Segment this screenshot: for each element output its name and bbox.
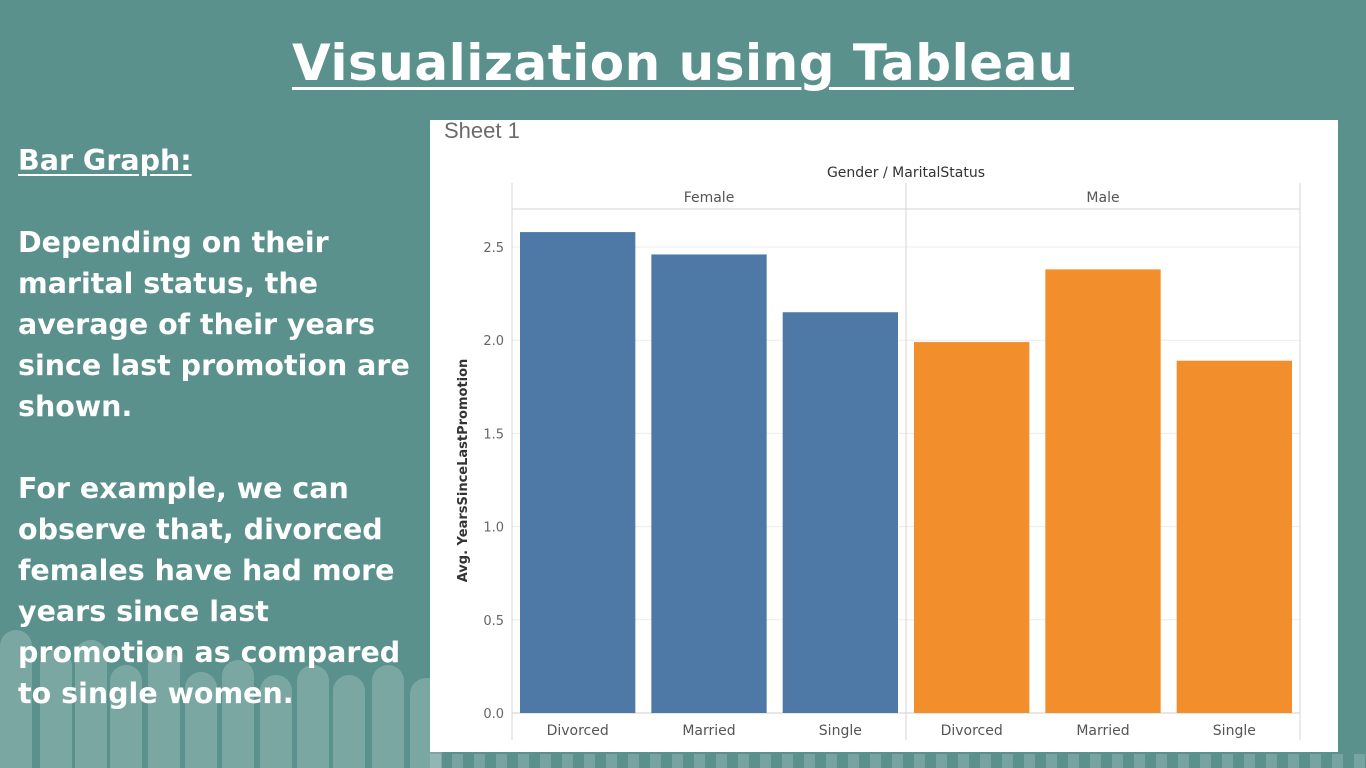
decorative-bar bbox=[1156, 754, 1167, 768]
decorative-bar bbox=[1090, 754, 1101, 768]
decorative-bar bbox=[870, 754, 881, 768]
decorative-bar bbox=[1046, 754, 1057, 768]
decorative-bar bbox=[372, 665, 404, 768]
y-tick-label: 2.5 bbox=[483, 241, 504, 256]
decorative-bar bbox=[562, 754, 573, 768]
decorative-bar bbox=[430, 754, 441, 768]
decorative-bar bbox=[936, 754, 947, 768]
bar-chart: Gender / MaritalStatus 0.0 0.5 1.0 1.5 2.0 2.5… bbox=[456, 165, 1301, 740]
x-tick-label: Married bbox=[1076, 723, 1129, 739]
pane-header-label: Female bbox=[684, 190, 735, 206]
decorative-bar bbox=[40, 650, 72, 768]
decorative-bar bbox=[584, 754, 595, 768]
decorative-bar bbox=[1200, 754, 1211, 768]
decorative-bar bbox=[606, 754, 617, 768]
decorative-bar bbox=[222, 660, 254, 768]
decorative-bar bbox=[1068, 754, 1079, 768]
decorative-bar bbox=[148, 650, 180, 768]
decorative-bar bbox=[0, 630, 32, 768]
description-paragraph: Depending on their marital status, the a… bbox=[18, 226, 410, 423]
decorative-bar bbox=[1002, 754, 1013, 768]
decorative-bar bbox=[650, 754, 661, 768]
section-heading: Bar Graph: bbox=[18, 144, 192, 177]
decorative-bar bbox=[958, 754, 969, 768]
chart-title: Gender / MaritalStatus bbox=[827, 165, 985, 181]
decorative-bar bbox=[826, 754, 837, 768]
decorative-bar bbox=[474, 754, 485, 768]
decorative-bar bbox=[1134, 754, 1145, 768]
decorative-bar bbox=[1266, 754, 1277, 768]
y-tick-label: 1.0 bbox=[483, 521, 504, 536]
decorative-bar bbox=[1354, 754, 1365, 768]
y-tick-label: 1.5 bbox=[483, 427, 504, 442]
decorative-bar bbox=[804, 754, 815, 768]
decorative-bar bbox=[518, 754, 529, 768]
decorative-bar bbox=[260, 675, 292, 768]
decorative-bar bbox=[716, 754, 727, 768]
chart-panel: Sheet 1 Gender / MaritalStatus 0.0 0.5 1.0 1… bbox=[430, 118, 1338, 752]
slide-title: Visualization using Tableau bbox=[292, 34, 1074, 92]
decorative-bar bbox=[1332, 754, 1343, 768]
decorative-bar bbox=[1244, 754, 1255, 768]
decorative-bar bbox=[1288, 754, 1299, 768]
decorative-bar bbox=[452, 754, 463, 768]
x-tick-label: Single bbox=[1213, 723, 1256, 739]
x-tick-label: Married bbox=[682, 723, 735, 739]
y-tick-label: 2.0 bbox=[483, 334, 504, 349]
decorative-bar bbox=[672, 754, 683, 768]
decorative-bar bbox=[914, 754, 925, 768]
decorative-bar bbox=[1222, 754, 1233, 768]
y-axis-label: Avg. YearsSinceLastPromotion bbox=[456, 359, 471, 583]
bar bbox=[1045, 269, 1161, 713]
bar bbox=[914, 342, 1030, 713]
description-block: Bar Graph: Depending on their marital st… bbox=[18, 140, 413, 755]
y-tick-label: 0.0 bbox=[483, 707, 504, 722]
decorative-bar bbox=[110, 665, 142, 768]
bar bbox=[651, 254, 767, 713]
decorative-bar bbox=[1310, 754, 1321, 768]
x-tick-label: Single bbox=[819, 723, 862, 739]
decorative-bar bbox=[782, 754, 793, 768]
pane-header-label: Male bbox=[1086, 190, 1119, 206]
decorative-bar bbox=[333, 675, 365, 768]
y-tick-label: 0.5 bbox=[483, 614, 504, 629]
decorative-bar bbox=[1178, 754, 1189, 768]
decorative-bar bbox=[496, 754, 507, 768]
bar bbox=[520, 232, 636, 713]
x-tick-label: Divorced bbox=[941, 723, 1003, 739]
decorative-bar bbox=[738, 754, 749, 768]
decorative-bar bbox=[628, 754, 639, 768]
decorative-bar bbox=[980, 754, 991, 768]
bar bbox=[782, 312, 898, 713]
decorative-bar bbox=[760, 754, 771, 768]
decorative-bar bbox=[297, 665, 329, 768]
decorative-bar bbox=[1024, 754, 1035, 768]
decorative-bar bbox=[1112, 754, 1123, 768]
decorative-bar bbox=[185, 672, 217, 768]
sheet-title: Sheet 1 bbox=[444, 118, 520, 143]
example-paragraph: For example, we can observe that, divorc… bbox=[18, 472, 401, 710]
bar bbox=[1176, 360, 1292, 713]
decorative-bar bbox=[848, 754, 859, 768]
decorative-bar bbox=[892, 754, 903, 768]
x-tick-label: Divorced bbox=[547, 723, 609, 739]
decorative-bar bbox=[75, 640, 107, 768]
decorative-bar bbox=[694, 754, 705, 768]
decorative-bar bbox=[540, 754, 551, 768]
